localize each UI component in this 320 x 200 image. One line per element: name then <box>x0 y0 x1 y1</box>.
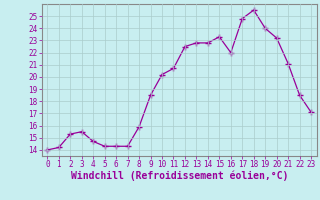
X-axis label: Windchill (Refroidissement éolien,°C): Windchill (Refroidissement éolien,°C) <box>70 171 288 181</box>
